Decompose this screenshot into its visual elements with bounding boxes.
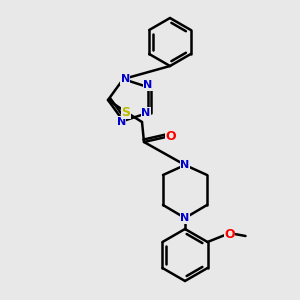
Text: O: O [224, 227, 235, 241]
Text: N: N [141, 108, 150, 118]
Text: O: O [166, 130, 176, 143]
Text: N: N [121, 74, 130, 84]
Text: S: S [122, 106, 130, 118]
Text: N: N [143, 80, 152, 90]
Text: N: N [117, 117, 126, 127]
Text: N: N [180, 213, 190, 223]
Text: N: N [180, 160, 190, 170]
